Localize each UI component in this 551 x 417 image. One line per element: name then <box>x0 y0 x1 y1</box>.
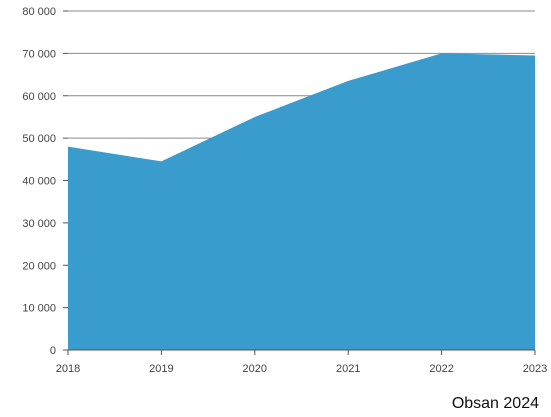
y-tick-label: 30 000 <box>22 218 56 230</box>
area-fill <box>68 53 535 350</box>
y-tick-label: 50 000 <box>22 133 56 145</box>
y-tick-label: 0 <box>50 345 56 357</box>
y-tick-label: 80 000 <box>22 6 56 18</box>
area-series <box>68 53 535 350</box>
x-tick-label: 2021 <box>336 363 360 375</box>
y-tick-label: 40 000 <box>22 176 56 188</box>
y-tick-label: 60 000 <box>22 91 56 103</box>
y-tick-label: 20 000 <box>22 260 56 272</box>
source-label: Obsan 2024 <box>451 395 539 412</box>
x-tick-label: 2023 <box>523 363 547 375</box>
x-tick-labels: 2018 2019 2020 2021 2022 2023 <box>56 363 547 375</box>
y-tick-labels: 0 10 000 20 000 30 000 40 000 50 000 60 000 70 … <box>22 6 56 357</box>
x-tick-label: 2020 <box>243 363 267 375</box>
x-tick-label: 2018 <box>56 363 80 375</box>
x-tick-label: 2022 <box>429 363 453 375</box>
axes <box>63 10 536 355</box>
y-tick-label: 10 000 <box>22 303 56 315</box>
y-tick-label: 70 000 <box>22 48 56 60</box>
x-tick-label: 2019 <box>149 363 173 375</box>
